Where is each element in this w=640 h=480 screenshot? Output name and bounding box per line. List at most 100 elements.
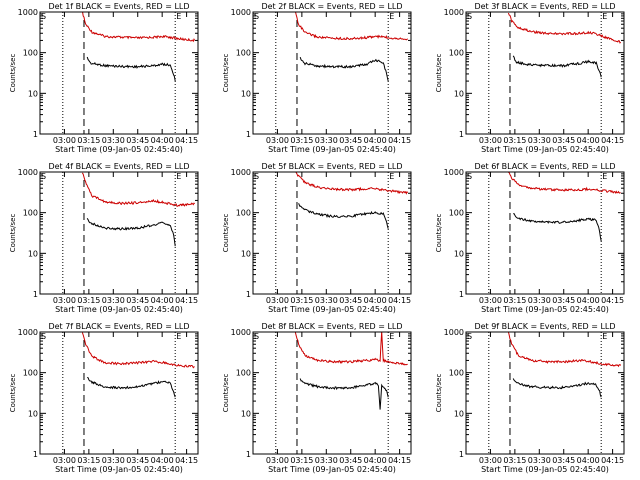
x-tick-label: 03:30	[528, 456, 551, 465]
y-axis-label: Counts/sec	[435, 214, 443, 253]
y-tick-label: 1000	[231, 168, 251, 177]
x-tick-label: 04:00	[364, 296, 387, 305]
chart-title: Det 2f BLACK = Events, RED = LLD	[261, 2, 402, 11]
end-marker: E	[602, 332, 607, 341]
plot-frame	[465, 331, 625, 455]
x-tick-label: 03:00	[479, 136, 502, 145]
x-tick-label: 03:00	[53, 456, 76, 465]
x-axis-label: Start Time (09-Jan-05 02:45:40)	[268, 305, 396, 314]
x-tick-label: 04:00	[151, 296, 174, 305]
x-tick-label: 03:45	[552, 136, 575, 145]
y-axis-label: Counts/sec	[222, 214, 230, 253]
y-tick-label: 1000	[18, 168, 38, 177]
x-tick-label: 04:15	[388, 136, 411, 145]
lld-series-line	[507, 332, 622, 368]
events-series-line	[86, 376, 176, 398]
x-tick-label: 03:30	[315, 296, 338, 305]
y-tick-label: 10	[454, 409, 464, 418]
events-series-line	[299, 56, 389, 82]
events-series-line	[513, 213, 602, 242]
x-tick-label: 03:15	[503, 296, 526, 305]
x-tick-label: 03:45	[126, 296, 149, 305]
end-marker: E	[176, 172, 181, 181]
x-tick-label: 03:00	[266, 136, 289, 145]
lld-series-line	[81, 332, 195, 369]
x-tick-label: 04:00	[577, 296, 600, 305]
end-marker: E	[389, 332, 394, 341]
y-axis-label: Counts/sec	[435, 374, 443, 413]
start-marker: S	[254, 332, 259, 341]
lld-series-line	[295, 172, 409, 195]
y-tick-label: 10	[454, 249, 464, 258]
x-tick-label: 03:30	[528, 296, 551, 305]
y-tick-label: 10	[241, 249, 251, 258]
y-tick-label: 1	[459, 290, 464, 299]
detector-chart: Det 9f BLACK = Events, RED = LLD 1 10 100 10…	[435, 322, 625, 474]
start-marker: S	[254, 172, 259, 181]
x-tick-label: 03:45	[339, 456, 362, 465]
chart-title: Det 6f BLACK = Events, RED = LLD	[474, 162, 615, 171]
plot-frame	[39, 171, 199, 295]
x-tick-label: 04:00	[151, 136, 174, 145]
x-tick-label: 03:15	[503, 136, 526, 145]
start-marker: S	[41, 172, 46, 181]
y-tick-label: 100	[236, 209, 251, 218]
end-marker: E	[602, 12, 607, 21]
x-tick-label: 03:45	[126, 136, 149, 145]
start-marker: S	[467, 12, 472, 21]
y-tick-label: 100	[449, 209, 464, 218]
x-tick-label: 03:30	[102, 136, 125, 145]
lld-series-line	[82, 12, 196, 43]
detector-chart: Det 6f BLACK = Events, RED = LLD 1 10 100 10…	[435, 162, 625, 314]
x-tick-label: 04:00	[577, 456, 600, 465]
chart-title: Det 3f BLACK = Events, RED = LLD	[474, 2, 615, 11]
x-tick-label: 04:15	[175, 296, 198, 305]
x-axis-label: Start Time (09-Jan-05 02:45:40)	[268, 465, 396, 474]
chart-title: Det 4f BLACK = Events, RED = LLD	[48, 162, 189, 171]
y-tick-label: 100	[23, 209, 38, 218]
detector-panel-4: Det 4f BLACK = Events, RED = LLD 1 10 100 10…	[0, 160, 213, 320]
y-axis-label: Counts/sec	[222, 374, 230, 413]
events-series-line	[299, 378, 389, 410]
chart-title: Det 9f BLACK = Events, RED = LLD	[474, 322, 615, 331]
end-marker: E	[176, 332, 181, 341]
y-tick-label: 100	[236, 369, 251, 378]
x-tick-label: 03:30	[315, 136, 338, 145]
x-tick-label: 03:15	[503, 456, 526, 465]
x-axis-label: Start Time (09-Jan-05 02:45:40)	[481, 145, 609, 154]
x-tick-label: 04:00	[364, 136, 387, 145]
x-tick-label: 03:15	[290, 296, 313, 305]
detector-panel-7: Det 7f BLACK = Events, RED = LLD 1 10 100 10…	[0, 320, 213, 480]
detector-chart: Det 1f BLACK = Events, RED = LLD 1 10 100 10…	[9, 2, 199, 154]
start-marker: S	[41, 12, 46, 21]
y-tick-label: 100	[23, 49, 38, 58]
y-tick-label: 10	[28, 409, 38, 418]
end-marker: E	[389, 12, 394, 21]
x-tick-label: 03:45	[552, 296, 575, 305]
x-tick-label: 04:15	[601, 456, 624, 465]
x-axis-label: Start Time (09-Jan-05 02:45:40)	[481, 305, 609, 314]
y-tick-label: 1	[246, 130, 251, 139]
y-axis-label: Counts/sec	[9, 374, 17, 413]
plot-frame	[252, 331, 412, 455]
x-tick-label: 03:00	[479, 296, 502, 305]
plot-frame	[465, 171, 625, 295]
lld-series-line	[81, 172, 196, 207]
x-tick-label: 04:00	[577, 136, 600, 145]
y-axis-label: Counts/sec	[9, 214, 17, 253]
detector-panel-2: Det 2f BLACK = Events, RED = LLD 1 10 100 10…	[213, 0, 426, 160]
detector-panel-5: Det 5f BLACK = Events, RED = LLD 1 10 100 10…	[213, 160, 426, 320]
x-tick-label: 03:15	[290, 456, 313, 465]
detector-panel-9: Det 9f BLACK = Events, RED = LLD 1 10 100 10…	[426, 320, 639, 480]
x-axis-label: Start Time (09-Jan-05 02:45:40)	[268, 145, 396, 154]
end-marker: E	[602, 172, 607, 181]
start-marker: S	[41, 332, 46, 341]
lld-series-line	[507, 12, 622, 44]
chart-title: Det 8f BLACK = Events, RED = LLD	[261, 322, 402, 331]
plot-frame	[465, 11, 625, 135]
y-axis-label: Counts/sec	[222, 54, 230, 93]
y-tick-label: 10	[28, 89, 38, 98]
plot-frame	[39, 331, 199, 455]
y-tick-label: 100	[23, 369, 38, 378]
x-tick-label: 03:30	[528, 136, 551, 145]
